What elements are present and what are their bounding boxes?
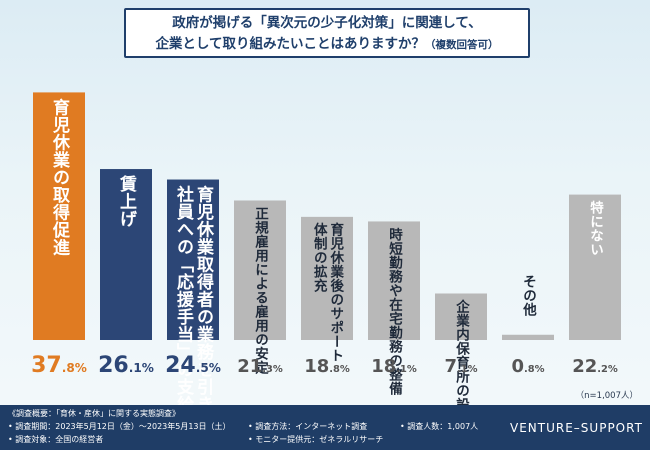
bar-label-3-line-2: 社員への「応援手当」の支給 [173, 184, 195, 405]
value-label-4: 21.3% [237, 356, 283, 377]
value-label-1: 37.8% [31, 353, 87, 378]
survey-method: • 調査方法：インターネット調査 [248, 422, 368, 431]
value-label-2: 26.1% [98, 353, 154, 378]
survey-target: • 調査対象：全国の経営者 [8, 435, 104, 444]
bar-8 [502, 334, 554, 340]
bar-6 [368, 221, 420, 340]
title-line-2-main: 企業として取り組みたいことはありますか？ [155, 36, 426, 52]
monitor-provider: • モニター提供元：ゼネラルリサーチ [248, 435, 384, 444]
bar-label-6: 時短勤務や在宅勤務の整備 [386, 226, 403, 396]
bar-1 [33, 92, 85, 340]
bar-label-3-line-1: 育児休業取得者の業務を引き継ぐ [193, 184, 215, 405]
bar-9 [569, 194, 621, 340]
bar-label-4: 正規雇用による雇用の安定 [252, 206, 269, 375]
bar-label-2: 賃上げ [116, 174, 138, 228]
bar-2 [100, 169, 152, 340]
value-label-8: 0.8% [511, 356, 544, 377]
bar-chart: 育児休業の取得促進 37.8% 賃上げ 26.1% 育児休業取得者の業務を引き継ぐ社員へ… [31, 92, 621, 405]
value-label-9: 22.2% [572, 356, 618, 377]
survey-overview: 《調査概要：「育休・産休」に関する実態調査》 [8, 409, 180, 418]
bar-label-5-line-1: 育児休業後のサポート [327, 222, 345, 363]
bar-7 [435, 293, 487, 340]
survey-period: • 調査期間：2023年5月12日（金）〜2023年5月13日（土） [8, 422, 231, 431]
sample-size-note: （n=1,007人） [575, 391, 638, 401]
value-label-6: 18.1% [371, 356, 417, 377]
bar-label-1: 育児休業の取得促進 [49, 97, 71, 256]
bar-3 [167, 179, 219, 340]
chart-title: 政府が掲げる「異次元の少子化対策」に関連して、 企業として取り組みたいことはあり… [124, 8, 530, 58]
bar-label-5-line-2: 体制の拡充 [311, 222, 328, 294]
brand-logo-text: VENTURE–SUPPORT [510, 421, 643, 435]
value-label-3: 24.5% [165, 353, 221, 378]
title-line-2: 企業として取り組みたいことはありますか？（複数回答可） [126, 34, 528, 56]
value-label-5: 18.8% [304, 356, 350, 377]
survey-count: • 調査人数：1,007人 [400, 422, 479, 431]
bar-label-8: その他 [520, 275, 538, 318]
bar-4 [234, 200, 286, 340]
footer-bar: 《調査概要：「育休・産休」に関する実態調査》 • 調査期間：2023年5月12日… [0, 405, 650, 450]
title-line-2-suffix: （複数回答可） [425, 39, 499, 51]
bar-5 [301, 216, 353, 340]
bar-label-9: 特にない [587, 199, 604, 256]
title-line-1: 政府が掲げる「異次元の少子化対策」に関連して、 [172, 15, 482, 31]
value-label-7: 7.1% [444, 356, 477, 377]
bar-label-7: 企業内保育所の設置 [453, 298, 471, 405]
